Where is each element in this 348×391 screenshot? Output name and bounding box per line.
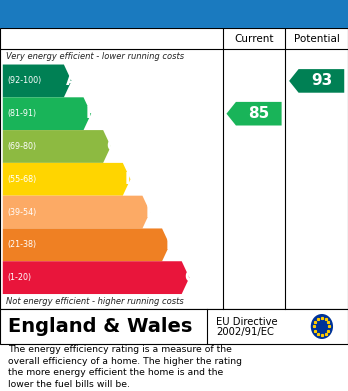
Text: EU Directive: EU Directive	[216, 317, 277, 327]
Text: Energy Efficiency Rating: Energy Efficiency Rating	[50, 5, 298, 23]
Text: (69-80): (69-80)	[7, 142, 36, 151]
Polygon shape	[289, 69, 344, 93]
Circle shape	[311, 314, 333, 339]
Text: 93: 93	[311, 74, 332, 88]
Text: B: B	[86, 106, 98, 121]
Text: (21-38): (21-38)	[7, 240, 36, 249]
Text: Current: Current	[234, 34, 274, 43]
Text: England & Wales: England & Wales	[8, 317, 192, 336]
Text: 2002/91/EC: 2002/91/EC	[216, 327, 274, 337]
Text: E: E	[145, 204, 156, 220]
Text: Very energy efficient - lower running costs: Very energy efficient - lower running co…	[6, 52, 184, 61]
Polygon shape	[3, 228, 170, 261]
Text: 85: 85	[248, 106, 269, 121]
Text: (92-100): (92-100)	[7, 76, 41, 85]
Text: (1-20): (1-20)	[7, 273, 31, 282]
Bar	[0, 28, 348, 309]
Text: The energy efficiency rating is a measure of the
overall efficiency of a home. T: The energy efficiency rating is a measur…	[8, 345, 242, 389]
Text: (55-68): (55-68)	[7, 175, 36, 184]
Polygon shape	[3, 130, 111, 163]
Text: D: D	[125, 172, 137, 187]
Polygon shape	[3, 97, 91, 130]
Text: Potential: Potential	[294, 34, 340, 43]
Text: G: G	[184, 270, 196, 285]
Polygon shape	[227, 102, 282, 126]
Polygon shape	[3, 163, 130, 196]
Bar	[0, 309, 348, 344]
Text: C: C	[106, 139, 117, 154]
Text: Not energy efficient - higher running costs: Not energy efficient - higher running co…	[6, 297, 184, 306]
Text: F: F	[165, 237, 176, 252]
Polygon shape	[3, 196, 150, 228]
Text: (81-91): (81-91)	[7, 109, 36, 118]
Text: A: A	[66, 74, 78, 88]
Polygon shape	[3, 261, 189, 294]
Text: (39-54): (39-54)	[7, 208, 36, 217]
Polygon shape	[3, 65, 72, 97]
Bar	[0, 0, 348, 28]
